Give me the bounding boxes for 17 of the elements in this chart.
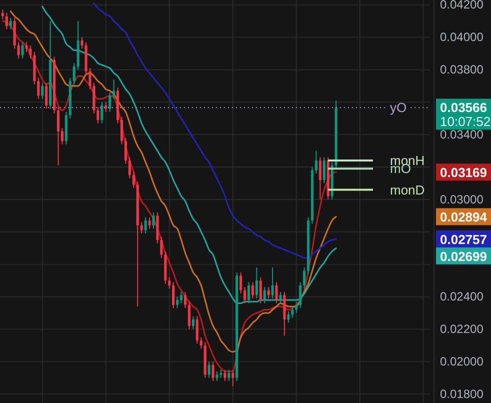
y-tick-label: 0.02400 bbox=[440, 290, 484, 304]
text: 0.03169 bbox=[440, 165, 487, 180]
y-tick-label: 0.03400 bbox=[440, 127, 484, 142]
y-tick-label: 0.01800 bbox=[440, 386, 484, 401]
y-tick-label: 0.03000 bbox=[440, 192, 484, 206]
y-tick-label: 0.04200 bbox=[440, 0, 484, 12]
y-tick-label: 0.03800 bbox=[440, 62, 484, 77]
text: 0.02894 bbox=[440, 210, 488, 225]
ref-line-label: yO bbox=[390, 100, 407, 116]
y-tick-label: 0.02200 bbox=[440, 322, 484, 336]
text: 0.02757 bbox=[440, 232, 487, 247]
y-tick-label: 0.02000 bbox=[440, 354, 484, 368]
text: 0.03566 bbox=[440, 100, 487, 116]
y-tick-label: 0.04000 bbox=[440, 30, 484, 44]
text: 10:07:52 bbox=[440, 114, 491, 130]
text: 0.02699 bbox=[440, 248, 487, 264]
ref-line-label: monD bbox=[390, 182, 425, 198]
